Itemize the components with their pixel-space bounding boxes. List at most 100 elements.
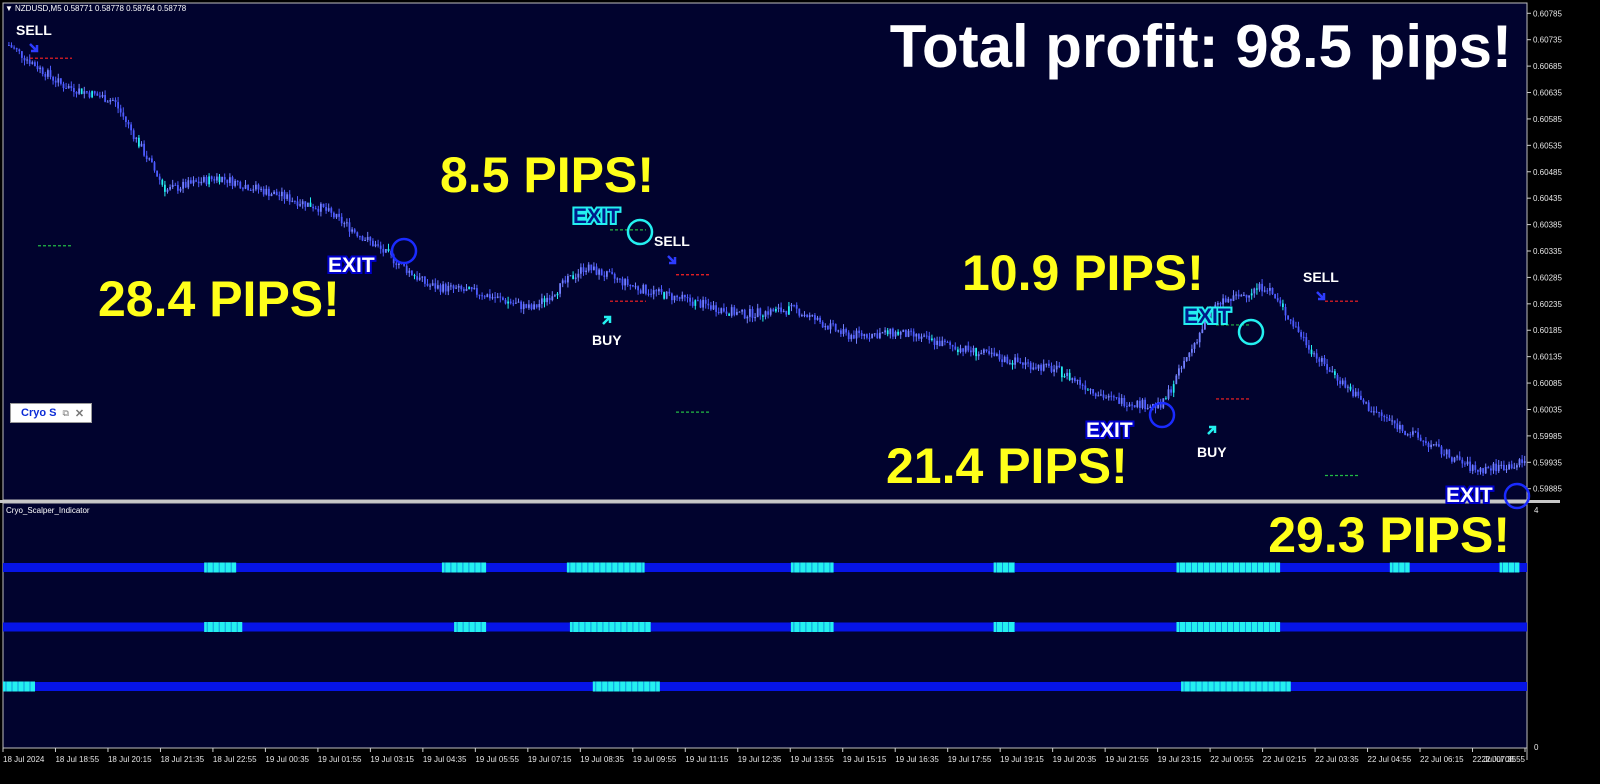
time-label: 19 Jul 05:55 xyxy=(475,755,519,764)
candle-body xyxy=(184,181,187,188)
candle-body xyxy=(1453,457,1456,462)
candle-body xyxy=(853,335,855,339)
candle-body xyxy=(954,346,957,350)
candle-body xyxy=(889,328,892,335)
candle-body xyxy=(486,294,489,298)
candle-body xyxy=(1302,336,1305,338)
candle-body xyxy=(915,334,918,337)
candle-body xyxy=(1003,356,1006,363)
panel-separator[interactable] xyxy=(0,500,1560,503)
candle-body xyxy=(811,315,814,317)
candle-body xyxy=(1471,465,1474,471)
indicator-widget-label[interactable]: Cryo S xyxy=(21,407,57,419)
candle-body xyxy=(1092,389,1094,394)
candle-body xyxy=(993,352,996,356)
candle-body xyxy=(840,330,842,334)
indicator-highlight xyxy=(1389,562,1410,573)
candle-body xyxy=(1362,399,1365,403)
candle-body xyxy=(528,304,530,308)
candle-body xyxy=(148,158,151,160)
candle-body xyxy=(577,273,580,278)
candle-body xyxy=(1477,469,1479,472)
candle-body xyxy=(595,266,598,275)
candle-body xyxy=(1451,457,1453,462)
candle-body xyxy=(437,285,439,289)
candle-body xyxy=(57,78,60,83)
exit-circle xyxy=(1148,401,1176,429)
candle-body xyxy=(1245,294,1248,298)
candle-body xyxy=(626,279,629,285)
time-label: 19 Jul 17:55 xyxy=(948,755,992,764)
price-label: 0.59935 xyxy=(1533,458,1562,467)
candle-body xyxy=(288,194,291,202)
candle-body xyxy=(411,270,413,276)
restore-icon[interactable]: ⧉ xyxy=(62,407,69,418)
candle-body xyxy=(686,297,689,299)
chart-menu-icon[interactable]: ▼ xyxy=(5,4,13,13)
candle-body xyxy=(1214,304,1217,310)
candle-body xyxy=(333,212,335,218)
time-label: 18 Jul 20:15 xyxy=(108,755,152,764)
candle-body xyxy=(551,296,554,301)
main-chart-panel[interactable] xyxy=(2,2,1528,501)
candle-body xyxy=(933,338,936,345)
candle-body xyxy=(1474,465,1477,470)
candle-body xyxy=(49,70,52,78)
candle-body xyxy=(775,308,777,312)
candle-body xyxy=(923,335,925,337)
candle-body xyxy=(1435,444,1438,446)
candle-body xyxy=(1466,461,1469,465)
candle-body xyxy=(803,314,806,316)
candle-body xyxy=(439,285,442,292)
candle-body xyxy=(1045,363,1048,365)
candle-body xyxy=(790,304,793,307)
candle-body xyxy=(808,315,811,318)
time-label: 18 Jul 21:35 xyxy=(160,755,204,764)
candle-body xyxy=(785,310,788,315)
candle-body xyxy=(858,330,860,334)
candle-body xyxy=(801,315,803,317)
indicator-highlight xyxy=(1176,562,1281,573)
candle-body xyxy=(967,345,970,351)
candle-body xyxy=(546,297,548,303)
candle-body xyxy=(398,263,400,266)
candle-body xyxy=(138,137,140,147)
candle-body xyxy=(93,91,96,94)
candle-body xyxy=(725,311,728,314)
candle-body xyxy=(496,296,499,298)
total-profit-headline: Total profit: 98.5 pips! xyxy=(890,13,1512,80)
candle-body xyxy=(1263,290,1266,292)
candle-body xyxy=(707,303,710,306)
candle-body xyxy=(1087,389,1089,391)
candle-body xyxy=(1102,394,1105,398)
candle-body xyxy=(317,208,320,212)
candle-body xyxy=(759,308,762,316)
candle-body xyxy=(408,270,411,273)
candle-body xyxy=(1503,464,1505,471)
candle-body xyxy=(307,202,309,207)
candle-body xyxy=(1063,375,1066,378)
indicator-widget[interactable]: Cryo S ⧉ ✕ xyxy=(10,403,92,423)
time-label: 19 Jul 15:15 xyxy=(843,755,887,764)
candle-body xyxy=(645,284,647,294)
candle-body xyxy=(676,295,678,298)
time-label: 19 Jul 23:15 xyxy=(1158,755,1202,764)
candle-body xyxy=(1133,405,1136,408)
candle-body xyxy=(1237,294,1240,297)
candle-body xyxy=(938,340,941,347)
candle-body xyxy=(1167,389,1170,399)
candle-body xyxy=(283,191,286,199)
close-icon[interactable]: ✕ xyxy=(74,407,85,420)
candle-body xyxy=(988,351,990,354)
candle-body xyxy=(561,280,564,284)
candle-body xyxy=(1383,415,1386,418)
candle-body xyxy=(1232,295,1235,301)
candle-body xyxy=(1279,300,1282,304)
candle-body xyxy=(980,352,983,355)
candle-body xyxy=(158,176,161,180)
candle-body xyxy=(977,354,980,357)
time-label: 22 Jul 08:55 xyxy=(1481,755,1525,764)
candle-body xyxy=(366,236,369,240)
candle-body xyxy=(1438,444,1440,447)
